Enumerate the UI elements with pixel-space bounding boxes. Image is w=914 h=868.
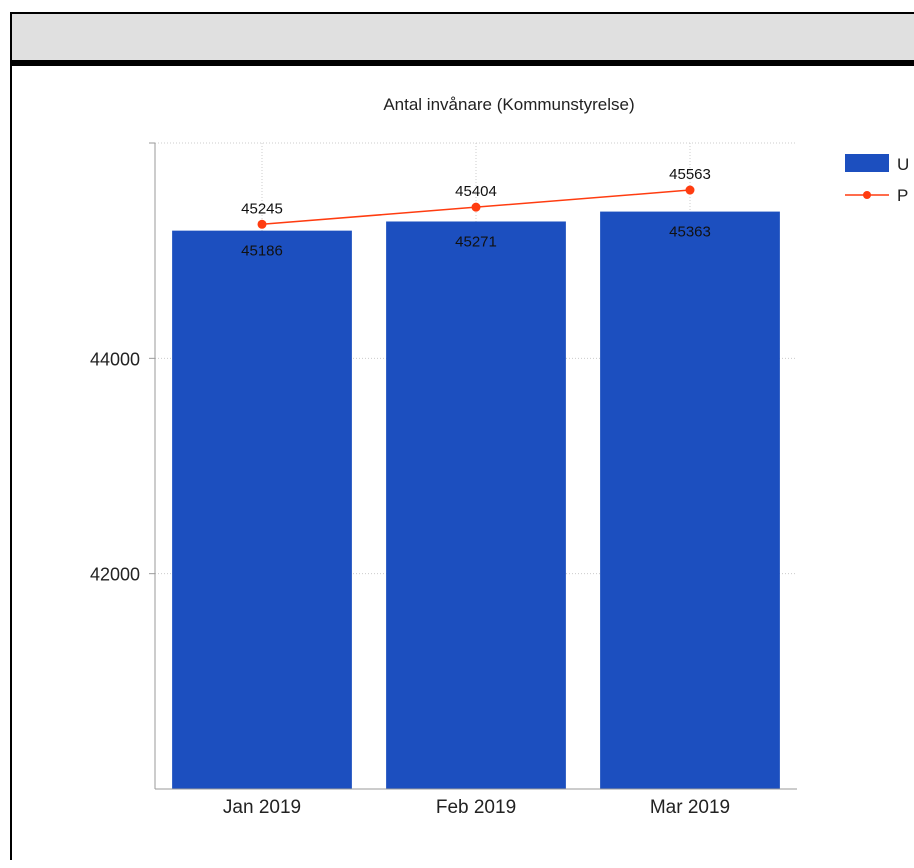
panel-header (12, 14, 914, 66)
bar-layer (172, 211, 780, 789)
legend-label-line: P (897, 186, 908, 205)
label-layer: 45186 45271 45363 45245 45404 45563 (241, 166, 711, 260)
legend-swatch-point (863, 191, 871, 199)
bar (600, 211, 780, 789)
axis-layer: 42000 44000 Jan 2019 Feb 2019 Mar 2019 (90, 142, 797, 818)
line-layer (257, 185, 695, 229)
bar-data-label: 45186 (241, 243, 283, 260)
legend[interactable]: UP (845, 154, 909, 205)
bar-data-label: 45271 (455, 233, 497, 250)
legend-swatch-bar (845, 154, 889, 172)
line-data-label: 45563 (669, 166, 711, 183)
x-tick-label: Jan 2019 (223, 797, 301, 818)
y-tick-label: 42000 (90, 565, 140, 585)
legend-label-bar: U (897, 155, 909, 174)
x-tick-label: Mar 2019 (650, 797, 730, 818)
line-data-label: 45245 (241, 200, 283, 217)
line-data-label: 45404 (455, 183, 497, 200)
line-point (685, 185, 695, 195)
x-tick-label: Feb 2019 (436, 797, 516, 818)
line-point (257, 219, 267, 229)
bar-data-label: 45363 (669, 224, 711, 241)
chart-title: Antal invånare (Kommunstyrelse) (383, 95, 634, 114)
y-tick-label: 44000 (90, 349, 140, 369)
bar (172, 230, 352, 789)
bar (386, 221, 566, 789)
line-point (471, 202, 481, 212)
